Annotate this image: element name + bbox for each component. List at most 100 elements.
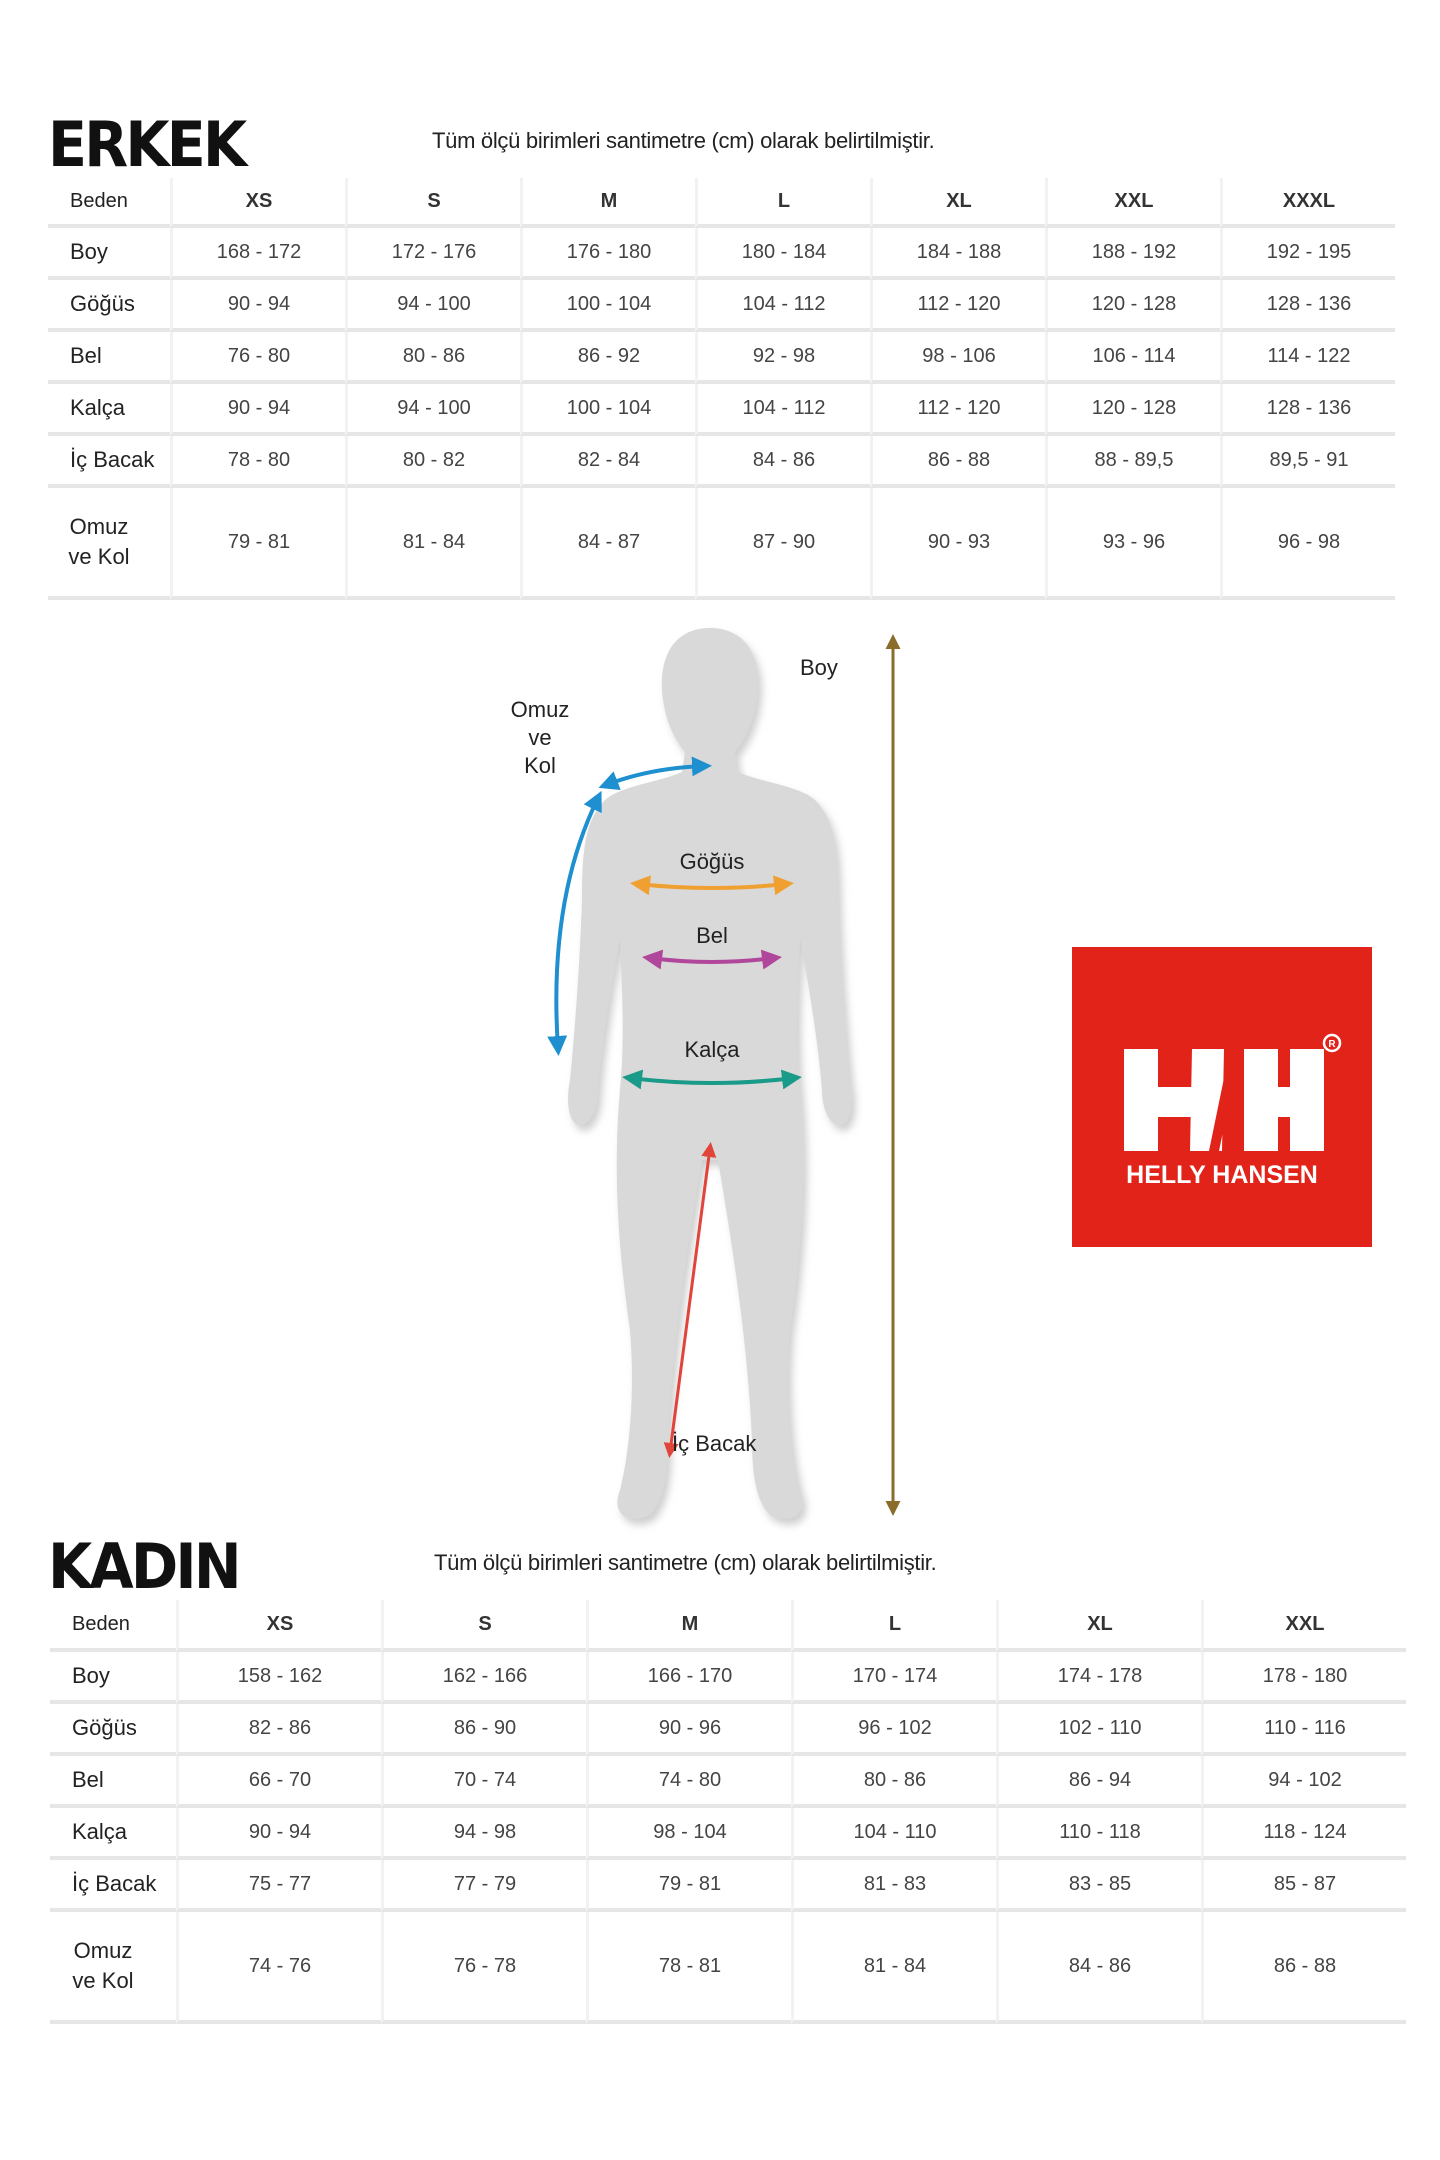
table-cell: 184 - 188 — [870, 228, 1045, 280]
svg-text:R: R — [1328, 1039, 1336, 1050]
table-cell: 94 - 100 — [345, 384, 520, 436]
women-units-note: Tüm ölçü birimleri santimetre (cm) olara… — [434, 1550, 937, 1575]
table-cell: 86 - 88 — [870, 436, 1045, 488]
table-cell: 100 - 104 — [520, 384, 695, 436]
table-cell: 78 - 80 — [170, 436, 345, 488]
label-boy: Boy — [800, 655, 838, 680]
table-cell: 74 - 80 — [586, 1756, 791, 1808]
column-header-size: M — [586, 1600, 791, 1652]
table-cell: 81 - 83 — [791, 1860, 996, 1912]
table-cell: 88 - 89,5 — [1045, 436, 1220, 488]
bel-arrow — [642, 949, 782, 970]
table-cell: 86 - 92 — [520, 332, 695, 384]
table-cell: 81 - 84 — [345, 488, 520, 600]
table-cell: 81 - 84 — [791, 1912, 996, 2024]
table-cell: 94 - 102 — [1201, 1756, 1406, 1808]
column-header-size: M — [520, 178, 695, 228]
women-title: KADIN — [48, 1530, 242, 1603]
column-header-beden: Beden — [50, 1600, 176, 1652]
table-cell: 98 - 106 — [870, 332, 1045, 384]
column-header-size: XL — [870, 178, 1045, 228]
row-header: Bel — [48, 332, 170, 384]
row-header: Omuz ve Kol — [50, 1912, 176, 2024]
column-header-size: XL — [996, 1600, 1201, 1652]
table-cell: 87 - 90 — [695, 488, 870, 600]
logo-brand-text: HELLY HANSEN — [1126, 1161, 1318, 1189]
table-cell: 80 - 86 — [345, 332, 520, 384]
column-header-size: XXL — [1045, 178, 1220, 228]
table-cell: 90 - 94 — [170, 280, 345, 332]
table-cell: 158 - 162 — [176, 1652, 381, 1704]
table-cell: 66 - 70 — [176, 1756, 381, 1808]
table-cell: 86 - 88 — [1201, 1912, 1406, 2024]
table-cell: 82 - 84 — [520, 436, 695, 488]
table-cell: 114 - 122 — [1220, 332, 1395, 384]
column-header-size: L — [695, 178, 870, 228]
table-cell: 110 - 118 — [996, 1808, 1201, 1860]
table-cell: 176 - 180 — [520, 228, 695, 280]
table-cell: 90 - 93 — [870, 488, 1045, 600]
table-cell: 77 - 79 — [381, 1860, 586, 1912]
table-cell: 98 - 104 — [586, 1808, 791, 1860]
gogus-arrow — [630, 875, 794, 896]
table-cell: 75 - 77 — [176, 1860, 381, 1912]
table-cell: 92 - 98 — [695, 332, 870, 384]
table-cell: 172 - 176 — [345, 228, 520, 280]
men-size-table: Beden XS S M L XL XXL XXXL Boy 168 - 172 172 - 176… — [48, 178, 1395, 600]
label-kalca: Kalça — [684, 1037, 740, 1062]
row-header: Kalça — [50, 1808, 176, 1860]
table-cell: 188 - 192 — [1045, 228, 1220, 280]
row-header: Boy — [50, 1652, 176, 1704]
table-cell: 168 - 172 — [170, 228, 345, 280]
table-cell: 104 - 112 — [695, 280, 870, 332]
row-header: Göğüs — [48, 280, 170, 332]
table-cell: 128 - 136 — [1220, 280, 1395, 332]
table-cell: 120 - 128 — [1045, 384, 1220, 436]
men-title: ERKEK — [48, 108, 247, 181]
column-header-size: XS — [176, 1600, 381, 1652]
table-cell: 74 - 76 — [176, 1912, 381, 2024]
table-cell: 83 - 85 — [996, 1860, 1201, 1912]
table-cell: 100 - 104 — [520, 280, 695, 332]
table-cell: 102 - 110 — [996, 1704, 1201, 1756]
row-header: Omuz ve Kol — [48, 488, 170, 600]
table-cell: 93 - 96 — [1045, 488, 1220, 600]
table-cell: 82 - 86 — [176, 1704, 381, 1756]
table-cell: 96 - 102 — [791, 1704, 996, 1756]
table-cell: 86 - 94 — [996, 1756, 1201, 1808]
shoulder-arrow — [598, 756, 712, 791]
column-header-size: L — [791, 1600, 996, 1652]
row-header: Bel — [50, 1756, 176, 1808]
table-cell: 118 - 124 — [1201, 1808, 1406, 1860]
table-cell: 80 - 86 — [791, 1756, 996, 1808]
table-cell: 104 - 110 — [791, 1808, 996, 1860]
ic-bacak-arrow — [663, 1142, 717, 1458]
label-omuz-line: Omuz — [510, 697, 570, 722]
body-silhouette — [568, 628, 856, 1525]
hh-logo-mark: R HELLY HANSEN — [1124, 1033, 1342, 1189]
table-cell: 162 - 166 — [381, 1652, 586, 1704]
table-cell: 128 - 136 — [1220, 384, 1395, 436]
table-cell: 94 - 100 — [345, 280, 520, 332]
table-cell: 80 - 82 — [345, 436, 520, 488]
row-header: Kalça — [48, 384, 170, 436]
table-cell: 85 - 87 — [1201, 1860, 1406, 1912]
table-cell: 180 - 184 — [695, 228, 870, 280]
table-cell: 112 - 120 — [870, 384, 1045, 436]
men-units-note: Tüm ölçü birimleri santimetre (cm) olara… — [432, 128, 935, 153]
label-ic-bacak: İç Bacak — [672, 1431, 757, 1456]
arm-arrow — [547, 790, 602, 1056]
table-cell: 174 - 178 — [996, 1652, 1201, 1704]
table-cell: 120 - 128 — [1045, 280, 1220, 332]
table-cell: 104 - 112 — [695, 384, 870, 436]
table-cell: 79 - 81 — [586, 1860, 791, 1912]
table-cell: 178 - 180 — [1201, 1652, 1406, 1704]
table-cell: 79 - 81 — [170, 488, 345, 600]
table-cell: 84 - 86 — [996, 1912, 1201, 2024]
column-header-size: XXL — [1201, 1600, 1406, 1652]
label-gogus: Göğüs — [679, 849, 745, 874]
table-cell: 84 - 87 — [520, 488, 695, 600]
table-cell: 112 - 120 — [870, 280, 1045, 332]
row-header: Göğüs — [50, 1704, 176, 1756]
table-cell: 89,5 - 91 — [1220, 436, 1395, 488]
